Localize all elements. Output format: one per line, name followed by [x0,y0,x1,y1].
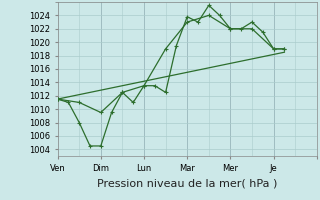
X-axis label: Pression niveau de la mer( hPa ): Pression niveau de la mer( hPa ) [97,178,277,188]
